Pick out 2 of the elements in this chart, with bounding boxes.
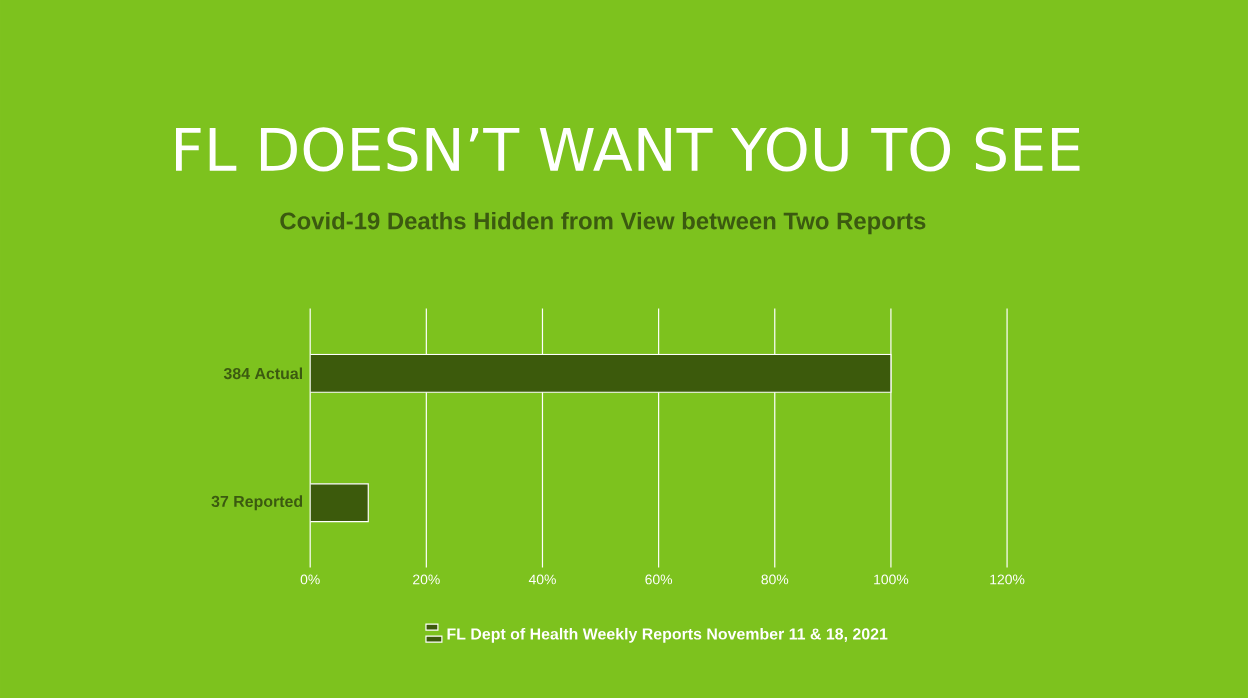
chart-subtitle: Covid-19 Deaths Hidden from View between Two Reports	[280, 211, 926, 234]
chart-title: FL DOESN’T WANT YOU TO SEE	[176, 126, 1080, 172]
